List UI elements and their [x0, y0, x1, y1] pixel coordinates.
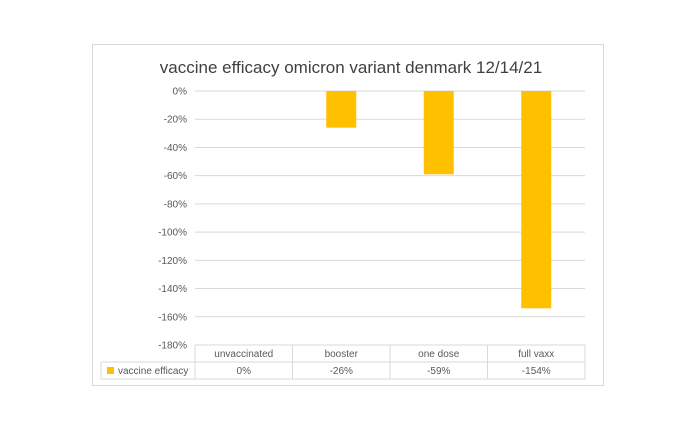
bar-booster [326, 91, 357, 128]
legend-key [107, 367, 114, 374]
chart-title: vaccine efficacy omicron variant denmark… [160, 58, 542, 77]
y-tick-label: -20% [164, 115, 187, 126]
chart-frame: vaccine efficacy omicron variant denmark… [92, 44, 604, 386]
y-tick-label: -180% [158, 341, 187, 352]
y-tick-label: -60% [164, 171, 187, 182]
value-label: -26% [330, 366, 353, 377]
category-label: booster [325, 349, 359, 360]
data-table: unvaccinated 0% booster -26% one dose -59% ful… [100, 344, 586, 380]
y-tick-label: -160% [158, 312, 187, 323]
category-label: one dose [418, 349, 460, 360]
legend-series-name: vaccine efficacy [118, 366, 188, 377]
y-tick-label: -120% [158, 256, 187, 267]
y-tick-label: -100% [158, 228, 187, 239]
y-axis-ticks: 0% -20% -40% -60% -80% -100% -120% -140% -160% -1… [158, 87, 187, 352]
bar-chart: vaccine efficacy omicron variant denmark… [100, 58, 586, 380]
bars [326, 91, 552, 309]
bar-full-vaxx [521, 91, 552, 309]
y-tick-label: -80% [164, 199, 187, 210]
category-label: unvaccinated [214, 349, 273, 360]
bar-one-dose [423, 91, 454, 175]
y-tick-label: 0% [173, 87, 188, 98]
y-tick-label: -140% [158, 284, 187, 295]
y-tick-label: -40% [164, 143, 187, 154]
value-label: -59% [427, 366, 450, 377]
value-label: 0% [237, 366, 252, 377]
category-label: full vaxx [518, 349, 554, 360]
value-label: -154% [522, 366, 551, 377]
